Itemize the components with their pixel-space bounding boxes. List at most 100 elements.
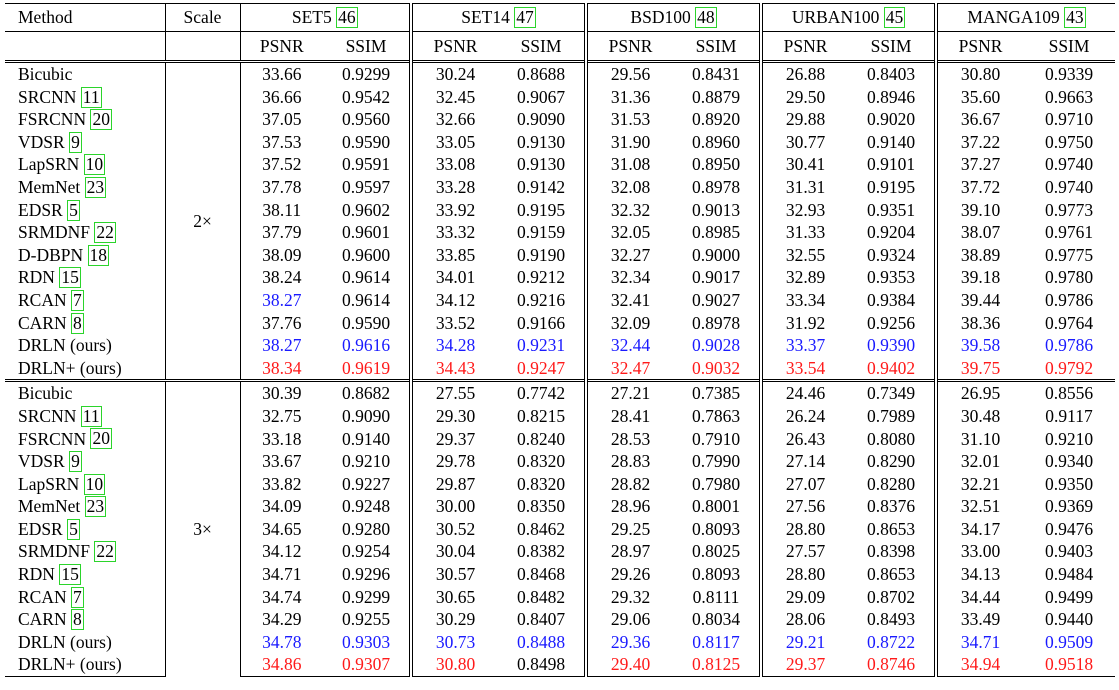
psnr-value: 30.52: [409, 517, 498, 541]
psnr-value: 32.44: [584, 334, 673, 357]
citation-link[interactable]: 8: [71, 312, 84, 334]
ssim-value: 0.8431: [691, 64, 741, 84]
psnr-value: 38.34: [239, 356, 323, 381]
ssim-value: 0.8382: [516, 541, 566, 562]
table-row: EDSR 5 38.11 0.9602 33.92 0.9195 32.32 0.9013 3…: [5, 198, 1115, 222]
citation-link[interactable]: 9: [69, 131, 82, 153]
method-cell: DRLN (ours): [5, 631, 165, 654]
psnr-value: 31.31: [759, 175, 849, 199]
citation-link[interactable]: 11: [80, 86, 102, 108]
citation-link[interactable]: 7: [71, 289, 84, 311]
citation-link[interactable]: 22: [94, 541, 116, 563]
ssim-value: 0.9597: [341, 176, 391, 197]
psnr-value: 29.06: [584, 608, 673, 631]
psnr-value: 38.11: [239, 198, 323, 222]
ssim-value: 0.9542: [341, 86, 391, 107]
citation-link[interactable]: 23: [84, 496, 107, 518]
psnr-value: 32.08: [584, 175, 673, 199]
psnr-value: 29.37: [759, 653, 849, 678]
method-name: RDN: [18, 564, 60, 585]
psnr-value: 37.22: [934, 130, 1024, 154]
method-name: EDSR: [18, 199, 68, 220]
ssim-value: 0.9296: [341, 564, 391, 585]
psnr-header: PSNR: [584, 31, 673, 63]
psnr-value: 29.56: [584, 61, 673, 86]
citation-link[interactable]: 23: [84, 176, 107, 198]
psnr-value: 30.80: [409, 653, 498, 678]
ssim-value: 0.8117: [692, 631, 740, 652]
citation-link[interactable]: 18: [87, 244, 110, 266]
psnr-value: 37.72: [934, 175, 1024, 199]
psnr-value: 37.05: [239, 108, 323, 131]
dataset-header: MANGA109 43: [934, 3, 1116, 32]
citation-link[interactable]: 15: [59, 267, 81, 289]
citation-link[interactable]: 47: [514, 6, 536, 28]
psnr-value: 33.54: [759, 356, 849, 381]
method-name: RCAN: [18, 586, 71, 607]
citation-link[interactable]: 48: [695, 6, 717, 28]
table-row: CARN 8 37.76 0.9590 33.52 0.9166 32.09 0.8978 3…: [5, 311, 1115, 335]
citation-link[interactable]: 5: [67, 199, 80, 221]
citation-link[interactable]: 11: [80, 405, 102, 427]
psnr-value: 28.53: [584, 427, 673, 451]
ssim-value: 0.9350: [1044, 473, 1094, 494]
ssim-value: 0.8498: [498, 653, 586, 678]
citation-link[interactable]: 15: [59, 564, 81, 586]
method-name: Bicubic: [18, 383, 73, 404]
psnr-value: 34.86: [239, 653, 323, 678]
psnr-value: 33.92: [409, 198, 498, 222]
ssim-value: 0.8950: [691, 154, 741, 175]
psnr-value: 38.36: [934, 311, 1024, 335]
psnr-value: 33.00: [934, 540, 1024, 564]
ssim-value: 0.8722: [866, 631, 916, 652]
psnr-value: 30.73: [409, 630, 498, 654]
citation-link[interactable]: 10: [83, 154, 106, 176]
citation-link[interactable]: 20: [90, 428, 112, 450]
citation-link[interactable]: 10: [83, 473, 106, 495]
ssim-value: 0.9560: [341, 109, 391, 130]
method-name: SRCNN: [18, 86, 81, 107]
citation-link[interactable]: 22: [94, 222, 116, 244]
ssim-value: 0.9210: [341, 451, 391, 472]
method-name: D-DBPN: [18, 244, 88, 265]
psnr-value: 32.51: [934, 495, 1024, 518]
citation-link[interactable]: 7: [71, 586, 84, 608]
method-cell: RDN 15: [5, 563, 165, 586]
psnr-value: 34.17: [934, 517, 1024, 541]
method-cell: DRLN+ (ours): [5, 653, 165, 678]
citation-link[interactable]: 5: [67, 518, 80, 540]
dataset-name: BSD100: [630, 7, 696, 27]
table-row: DRLN+ (ours) 38.34 0.9619 34.43 0.9247 32.47 0…: [5, 356, 1115, 381]
citation-link[interactable]: 46: [336, 6, 358, 28]
psnr-value: 29.78: [409, 450, 498, 473]
psnr-value: 30.29: [409, 608, 498, 631]
psnr-value: 34.29: [239, 608, 323, 631]
psnr-value: 31.92: [759, 311, 849, 335]
citation-link[interactable]: 20: [90, 109, 112, 131]
psnr-value: 28.97: [584, 540, 673, 564]
psnr-value: 33.28: [409, 175, 498, 199]
method-name: LapSRN: [18, 473, 84, 494]
method-cell: CARN 8: [5, 312, 165, 335]
ssim-value: 0.7385: [673, 379, 762, 405]
psnr-value: 29.88: [759, 108, 849, 131]
psnr-value: 27.07: [759, 472, 849, 496]
ssim-value: 0.8001: [691, 496, 741, 517]
psnr-value: 33.08: [409, 153, 498, 176]
citation-link[interactable]: 45: [883, 6, 906, 28]
ssim-value: 0.7990: [691, 451, 741, 472]
ssim-value: 0.9761: [1044, 222, 1094, 243]
citation-link[interactable]: 9: [69, 451, 82, 473]
method-name: VDSR: [18, 451, 70, 472]
psnr-value: 29.36: [584, 630, 673, 654]
table-row: LapSRN 10 37.52 0.9591 33.08 0.9130 31.08 0.89…: [5, 153, 1115, 176]
ssim-value: 0.8493: [866, 609, 916, 630]
ssim-value: 0.9256: [866, 312, 916, 333]
citation-link[interactable]: 43: [1064, 6, 1086, 28]
citation-link[interactable]: 8: [71, 609, 84, 631]
method-cell: RCAN 7: [5, 289, 165, 312]
ssim-value: 0.9130: [516, 131, 566, 152]
ssim-value: 0.9130: [516, 154, 566, 175]
method-name: MemNet: [18, 496, 85, 517]
method-cell: CARN 8: [5, 608, 165, 631]
